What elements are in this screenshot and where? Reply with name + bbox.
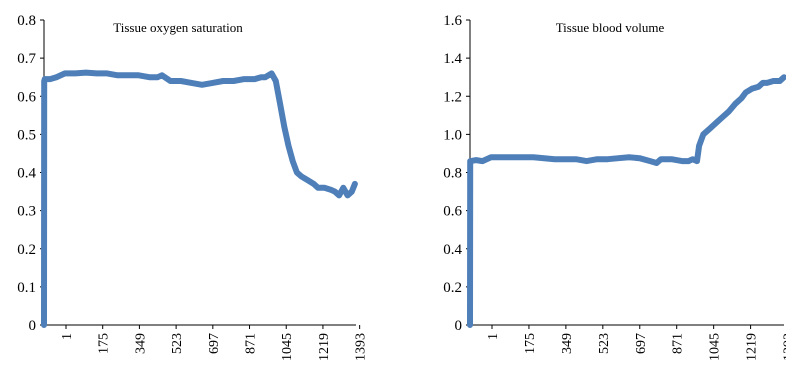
y-tick-label: 1.2 xyxy=(443,89,462,105)
x-tick-label: 1045 xyxy=(708,333,723,361)
x-tick-labels: 1 175 349 523 697 871 1045 1219 1393 xyxy=(60,325,369,361)
y-tick-label: 0.1 xyxy=(17,280,36,296)
x-tick-label: 1393 xyxy=(782,333,786,361)
y-tick-label: 1.0 xyxy=(443,127,462,143)
x-tick-label: 349 xyxy=(133,333,148,354)
y-tick-label: 0 xyxy=(29,318,37,334)
y-tick-label: 1.6 xyxy=(443,13,462,29)
x-tick-label: 697 xyxy=(207,333,222,354)
x-tick-label: 175 xyxy=(523,333,538,354)
x-tick-label: 349 xyxy=(560,333,575,354)
x-tick-label: 175 xyxy=(97,333,112,354)
x-tick-label: 1045 xyxy=(280,333,295,361)
y-tick-labels: 0 0.2 0.4 0.6 0.8 1.0 1.2 1.4 1.6 xyxy=(443,13,470,334)
x-tick-label: 523 xyxy=(170,333,185,354)
y-tick-label: 0.4 xyxy=(17,166,36,182)
y-tick-label: 0.7 xyxy=(17,51,36,67)
x-tick-label: 871 xyxy=(671,333,686,354)
series-layer xyxy=(41,69,358,328)
axes xyxy=(43,20,356,326)
chart-tissue-oxygen-saturation: Tissue oxygen saturation 0 0.1 0.2 0.3 0.4 0.… xyxy=(17,13,368,361)
y-tick-label: 0.2 xyxy=(17,242,36,258)
chart-title: Tissue blood volume xyxy=(556,20,665,35)
x-tick-label: 871 xyxy=(244,333,259,354)
x-tick-label: 1 xyxy=(60,333,75,340)
axes xyxy=(469,20,784,326)
y-tick-label: 0.2 xyxy=(443,280,462,296)
chart-tissue-blood-volume: Tissue blood volume 0 0.2 0.4 0.6 0.8 1.0 1.2 1… xyxy=(443,13,786,361)
x-tick-label: 1 xyxy=(486,333,501,340)
x-tick-label: 697 xyxy=(634,333,649,354)
y-tick-label: 0.3 xyxy=(17,204,36,220)
y-tick-label: 0.4 xyxy=(443,242,462,258)
x-tick-label: 1219 xyxy=(317,333,332,361)
series-layer xyxy=(467,74,786,328)
y-tick-label: 1.4 xyxy=(443,51,462,67)
y-tick-label: 0.6 xyxy=(443,204,462,220)
series-line xyxy=(467,74,786,328)
x-tick-label: 523 xyxy=(597,333,612,354)
y-tick-label: 0 xyxy=(455,318,463,334)
y-tick-label: 0.6 xyxy=(17,89,36,105)
series-line xyxy=(41,69,358,328)
y-tick-label: 0.8 xyxy=(17,13,36,29)
chart-title: Tissue oxygen saturation xyxy=(113,20,243,35)
x-tick-label: 1393 xyxy=(354,333,369,361)
y-tick-label: 0.8 xyxy=(443,166,462,182)
y-tick-labels: 0 0.1 0.2 0.3 0.4 0.5 0.6 0.7 0.8 xyxy=(17,13,44,334)
x-tick-label: 1219 xyxy=(745,333,760,361)
x-tick-labels: 1 175 349 523 697 871 1045 1219 1393 xyxy=(486,325,786,361)
y-tick-label: 0.5 xyxy=(17,127,36,143)
